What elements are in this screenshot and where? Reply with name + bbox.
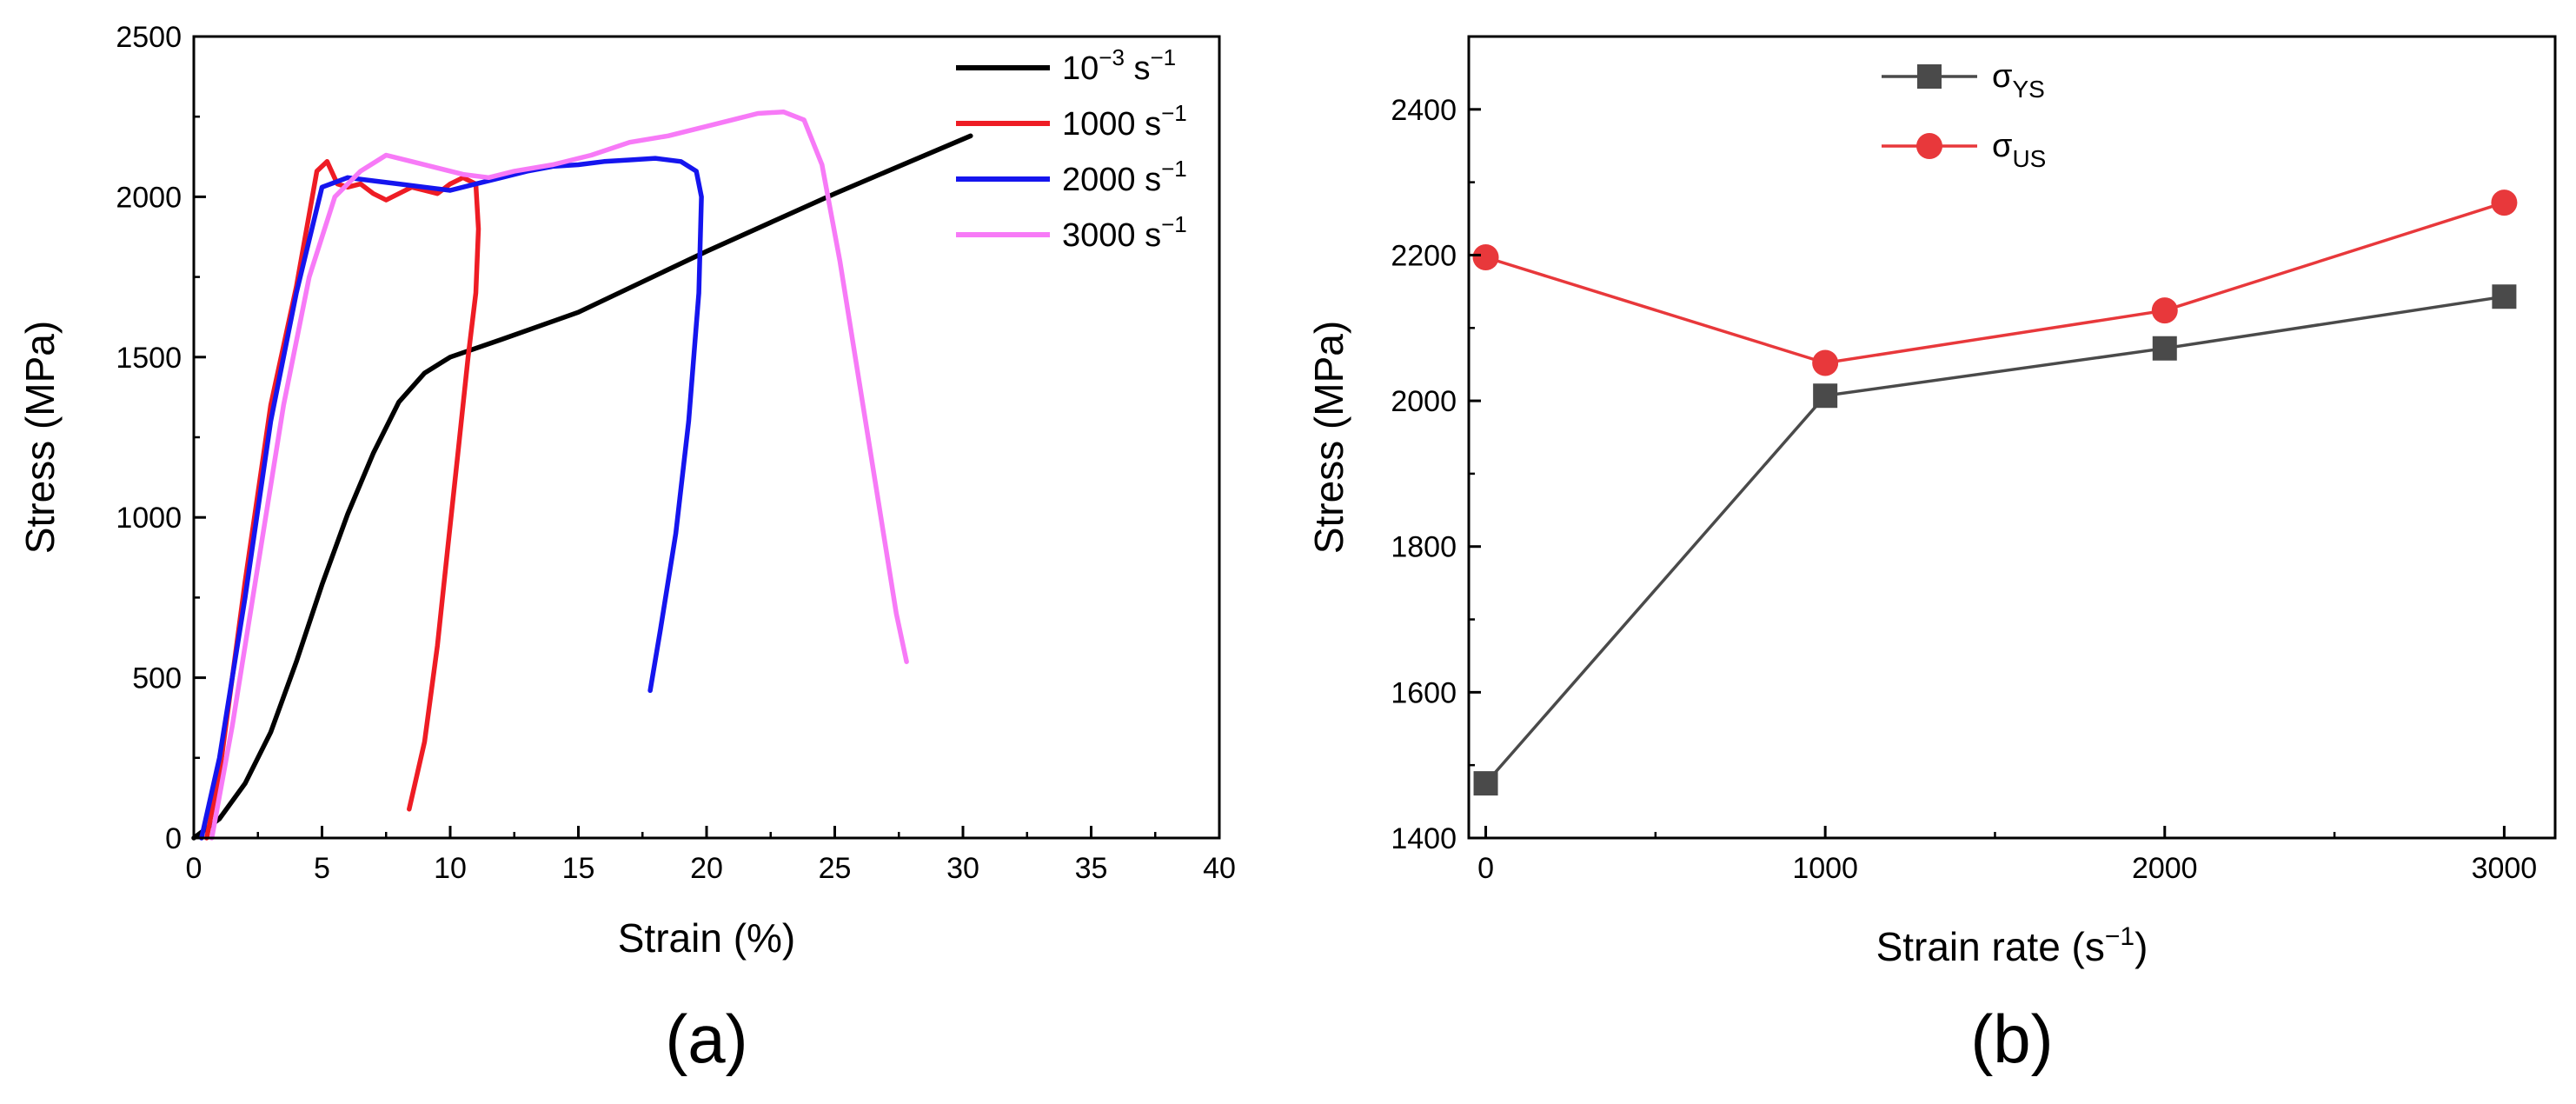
panel-a-y-tick-label: 0 bbox=[165, 822, 182, 855]
panel-a-series-line-1 bbox=[204, 159, 481, 841]
panel-b-plot-area bbox=[1472, 190, 2518, 796]
panel-a-x-ticks: 0 5 10 15 20 25 30 35 40 bbox=[186, 826, 1236, 885]
panel-b-x-ticks: 0 1000 2000 3000 bbox=[1477, 826, 2537, 885]
panel-b-y-tick-label: 1800 bbox=[1391, 531, 1457, 564]
panel-b-x-tick-label: 3000 bbox=[2472, 852, 2538, 885]
panel-b-x-axis-title-end: ) bbox=[2134, 924, 2148, 969]
panel-b-legend-marker-square bbox=[1917, 64, 1942, 89]
panel-b-point-circle bbox=[2151, 297, 2178, 324]
panel-b-point-square bbox=[2492, 284, 2517, 309]
panel-a-y-tick-label: 2000 bbox=[116, 181, 182, 214]
panel-b-y-ticks: 1400 1600 1800 2000 2200 2400 bbox=[1391, 94, 1481, 855]
panel-b-legend-label-0: σYS bbox=[1992, 58, 2045, 103]
panel-b-x-tick-label: 1000 bbox=[1792, 852, 1858, 885]
panel-a-y-tick-label: 2500 bbox=[116, 21, 182, 54]
panel-b-point-square bbox=[1813, 383, 1838, 409]
panel-b-y-tick-label: 2200 bbox=[1391, 239, 1457, 272]
panel-b-legend-label-1: σUS bbox=[1992, 128, 2046, 172]
panel-a-legend-label-2: 2000 s−1 bbox=[1062, 156, 1187, 198]
panel-a-legend: 10−3 s−1 1000 s−1 2000 s−1 3000 s−1 bbox=[956, 44, 1187, 254]
panel-a-y-tick-label: 1000 bbox=[116, 502, 182, 535]
panel-b-point-circle bbox=[1812, 349, 1839, 376]
panel-b-x-axis-title: Strain rate (s−1) bbox=[1876, 922, 2148, 969]
panel-b-chart: 0 1000 2000 3000 1400 1600 1800 2000 2200 2400 S… bbox=[1306, 35, 2557, 1077]
panel-a-x-tick-label: 25 bbox=[819, 852, 852, 885]
panel-b-frame bbox=[1467, 35, 2557, 840]
panel-b-point-circle bbox=[2491, 190, 2518, 216]
panel-a-y-tick-label: 1500 bbox=[116, 342, 182, 375]
panel-b-x-axis-title-sup: −1 bbox=[2105, 922, 2134, 951]
panel-a-y-ticks: 0 500 1000 1500 2000 2500 bbox=[116, 21, 206, 855]
panel-b-y-tick-label: 1400 bbox=[1391, 822, 1457, 855]
panel-b-y-tick-label: 1600 bbox=[1391, 676, 1457, 709]
panel-a-legend-label-3: 3000 s−1 bbox=[1062, 211, 1187, 254]
panel-a-x-tick-label: 30 bbox=[946, 852, 979, 885]
panel-a-plot-area bbox=[191, 109, 973, 841]
panel-a-series-line-3 bbox=[209, 109, 909, 841]
panel-a-series-line-0 bbox=[191, 133, 973, 841]
panel-a-legend-label-1: 1000 s−1 bbox=[1062, 100, 1187, 143]
panel-b-point-square bbox=[1473, 771, 1498, 796]
panel-b-series-line-0 bbox=[1484, 295, 2505, 785]
panel-b-legend-marker-circle bbox=[1916, 133, 1942, 159]
panel-b-x-tick-label: 2000 bbox=[2132, 852, 2198, 885]
panel-b-label: (b) bbox=[1970, 1001, 2053, 1077]
panel-b-y-tick-label: 2000 bbox=[1391, 385, 1457, 418]
panel-a-x-tick-label: 35 bbox=[1075, 852, 1108, 885]
panel-a-y-tick-label: 500 bbox=[132, 662, 182, 695]
panel-b-y-axis-title: Stress (MPa) bbox=[1306, 321, 1351, 554]
panel-b-point-circle bbox=[1472, 243, 1499, 270]
panel-a-frame bbox=[192, 35, 1221, 840]
panel-b-legend: σYS σUS bbox=[1882, 58, 2046, 172]
panel-a-legend-label-0: 10−3 s−1 bbox=[1062, 44, 1176, 87]
panel-a-x-axis-title: Strain (%) bbox=[618, 915, 795, 961]
panel-a-x-tick-label: 40 bbox=[1203, 852, 1236, 885]
panel-a-y-axis-title: Stress (MPa) bbox=[17, 321, 63, 554]
panel-b-x-tick-label: 0 bbox=[1477, 852, 1494, 885]
panel-a-x-tick-label: 20 bbox=[690, 852, 723, 885]
panel-a-x-tick-label: 15 bbox=[562, 852, 595, 885]
panel-b-point-square bbox=[2152, 336, 2177, 361]
panel-b-x-axis-title-main: Strain rate (s bbox=[1876, 924, 2105, 969]
panel-a-x-tick-label: 0 bbox=[186, 852, 202, 885]
panel-b-series-line-1 bbox=[1484, 201, 2505, 365]
panel-a-x-tick-label: 5 bbox=[314, 852, 330, 885]
panel-a-chart: 0 5 10 15 20 25 30 35 40 0 500 1000 1500 2000 2500 St… bbox=[17, 21, 1236, 1077]
panel-b-y-tick-label: 2400 bbox=[1391, 94, 1457, 127]
panel-a-x-tick-label: 10 bbox=[434, 852, 467, 885]
panel-a-label: (a) bbox=[665, 1001, 747, 1077]
